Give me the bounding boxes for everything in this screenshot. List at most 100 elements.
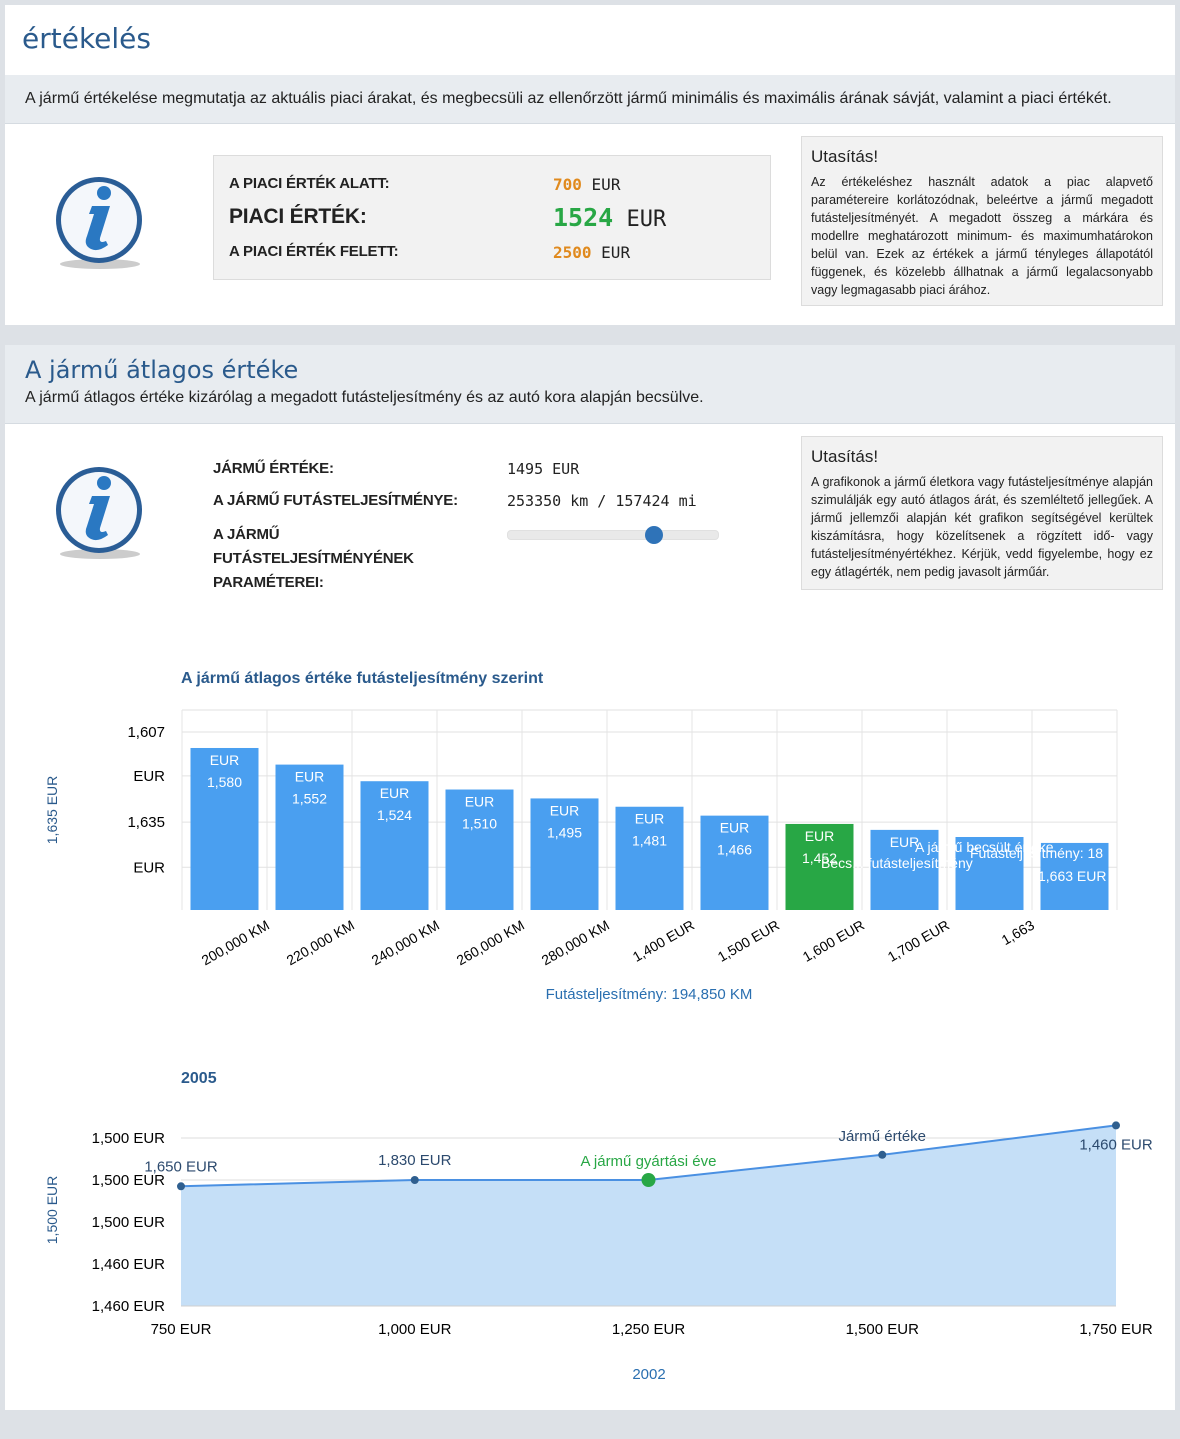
x-tick-label: 1,663: [999, 917, 1038, 948]
slider-track[interactable]: [507, 530, 719, 540]
bar-value-label: 1,466: [717, 842, 752, 858]
above-value-row: 2500 EUR: [553, 243, 630, 262]
market-label: PIACI ÉRTÉK:: [229, 205, 367, 228]
tooltip-text: A jármű becsült értéke: [915, 839, 1054, 855]
tooltip-text: 1,663 EUR: [1038, 868, 1106, 884]
bar-value-label: 1,510: [462, 816, 497, 832]
tooltip-text: Becs... futásteljesítmény: [821, 855, 973, 871]
point-annotation: Jármű értéke: [838, 1128, 926, 1145]
section-title: A jármű átlagos értéke: [25, 356, 299, 384]
bar-value-label: 1,452: [802, 850, 837, 866]
bar-unit-label: EUR: [295, 769, 325, 785]
bar-unit-label: EUR: [890, 834, 920, 850]
parameters-label: A JÁRMŰ FUTÁSTELJESÍTMÉNYÉNEK PARAMÉTERE…: [213, 526, 414, 591]
point-annotation: 1,650 EUR: [144, 1158, 218, 1175]
x-tick-label: 1,250 EUR: [612, 1321, 686, 1338]
below-value: 700: [553, 175, 582, 194]
point: [641, 1173, 656, 1187]
slider-thumb[interactable]: [645, 526, 663, 544]
bar: [955, 837, 1024, 910]
above-value: 2500: [553, 243, 592, 262]
x-tick-label: 1,600 EUR: [800, 917, 867, 965]
area: [181, 1125, 1116, 1306]
bar: [615, 806, 684, 910]
x-tick-label: 1,500 EUR: [846, 1321, 920, 1338]
point: [878, 1150, 887, 1159]
chart-title: 2005: [181, 1070, 217, 1087]
y-axis-label: 1,635 EUR: [44, 776, 60, 844]
bar: [445, 789, 514, 910]
y-tick-label: 1,635: [127, 814, 165, 831]
page-title: értékelés: [22, 22, 151, 55]
bar: [870, 829, 939, 910]
bar-value-label: 1,495: [547, 824, 582, 840]
x-tick-label: 240,000 KM: [369, 917, 442, 969]
below-value-row: 700 EUR: [553, 175, 620, 194]
market-value: 1524: [553, 203, 614, 232]
y-tick-label: EUR: [133, 768, 165, 785]
x-tick-label: 260,000 KM: [454, 917, 527, 969]
bar: [275, 764, 344, 910]
x-tick-label: 750 EUR: [151, 1321, 212, 1338]
bar-unit-label: EUR: [635, 811, 665, 827]
chart-title: A jármű átlagos értéke futásteljesítmény…: [181, 670, 544, 687]
bar: [1040, 842, 1109, 910]
bar: [360, 781, 429, 910]
value-label: JÁRMŰ ÉRTÉKE:: [213, 460, 334, 477]
bar: [530, 798, 599, 910]
x-tick-label: 220,000 KM: [284, 917, 357, 969]
note-text: A grafikonok a jármű életkora vagy futás…: [811, 475, 1153, 579]
note-text: Az értékeléshez használt adatok a piac a…: [811, 175, 1153, 297]
bar: [190, 747, 259, 910]
section-subtitle: A jármű átlagos értéke kizárólag a megad…: [25, 389, 704, 406]
vehicle-mileage: 253350 km / 157424 mi: [507, 492, 697, 510]
y-tick-label: EUR: [133, 859, 165, 876]
x-tick-label: 1,000 EUR: [378, 1321, 452, 1338]
x-tick-label: 1,500 EUR: [715, 917, 782, 965]
currency: EUR: [591, 175, 621, 194]
tooltip-text: Futásteljesítmény: 18: [970, 845, 1103, 861]
bar-value-label: 1,481: [632, 833, 667, 849]
bar-unit-label: EUR: [210, 752, 240, 768]
bar-value-label: 1,580: [207, 774, 242, 790]
note-title: Utasítás!: [811, 147, 879, 166]
description-band: [5, 75, 1175, 124]
x-tick-label: 280,000 KM: [539, 917, 612, 969]
above-label: A PIACI ÉRTÉK FELETT:: [229, 243, 399, 260]
point-annotation: 1,460 EUR: [1079, 1136, 1153, 1153]
y-tick-label: 1,500 EUR: [92, 1130, 166, 1147]
y-tick-label: 1,607: [127, 724, 165, 741]
bar: [785, 823, 854, 910]
point: [177, 1182, 185, 1191]
bar-value-label: 1,552: [292, 791, 327, 807]
market-value-row: 1524 EUR: [553, 203, 666, 232]
bar-unit-label: EUR: [720, 820, 750, 836]
description: A jármű értékelése megmutatja az aktuáli…: [25, 90, 1112, 107]
bar-unit-label: EUR: [465, 794, 495, 810]
point: [1112, 1121, 1120, 1130]
x-tick-label: 1,700 EUR: [885, 917, 952, 965]
vehicle-value: 1495 EUR: [507, 460, 580, 478]
point: [410, 1176, 419, 1184]
below-label: A PIACI ÉRTÉK ALATT:: [229, 175, 390, 192]
y-tick-label: 1,500 EUR: [92, 1214, 166, 1231]
valuation-box: [213, 155, 771, 280]
bar-unit-label: EUR: [550, 802, 580, 818]
x-tick-label: 200,000 KM: [199, 917, 272, 969]
bar: [700, 815, 769, 910]
average-band: [5, 345, 1175, 424]
x-tick-label: 1,400 EUR: [630, 917, 697, 965]
bar-unit-label: EUR: [805, 828, 835, 844]
y-axis-label: 1,500 EUR: [44, 1176, 60, 1244]
point-annotation: A jármű gyártási éve: [581, 1153, 717, 1170]
y-tick-label: 1,460 EUR: [92, 1256, 166, 1273]
info-icon: [56, 467, 142, 559]
note-box: Utasítás! A grafikonok a jármű életkora …: [801, 436, 1163, 590]
y-tick-label: 1,500 EUR: [92, 1172, 166, 1189]
y-tick-label: 1,460 EUR: [92, 1298, 166, 1315]
note-title: Utasítás!: [811, 447, 879, 466]
mileage-label: A JÁRMŰ FUTÁSTELJESÍTMÉNYE:: [213, 492, 458, 509]
point-annotation: 1,830 EUR: [378, 1152, 452, 1169]
